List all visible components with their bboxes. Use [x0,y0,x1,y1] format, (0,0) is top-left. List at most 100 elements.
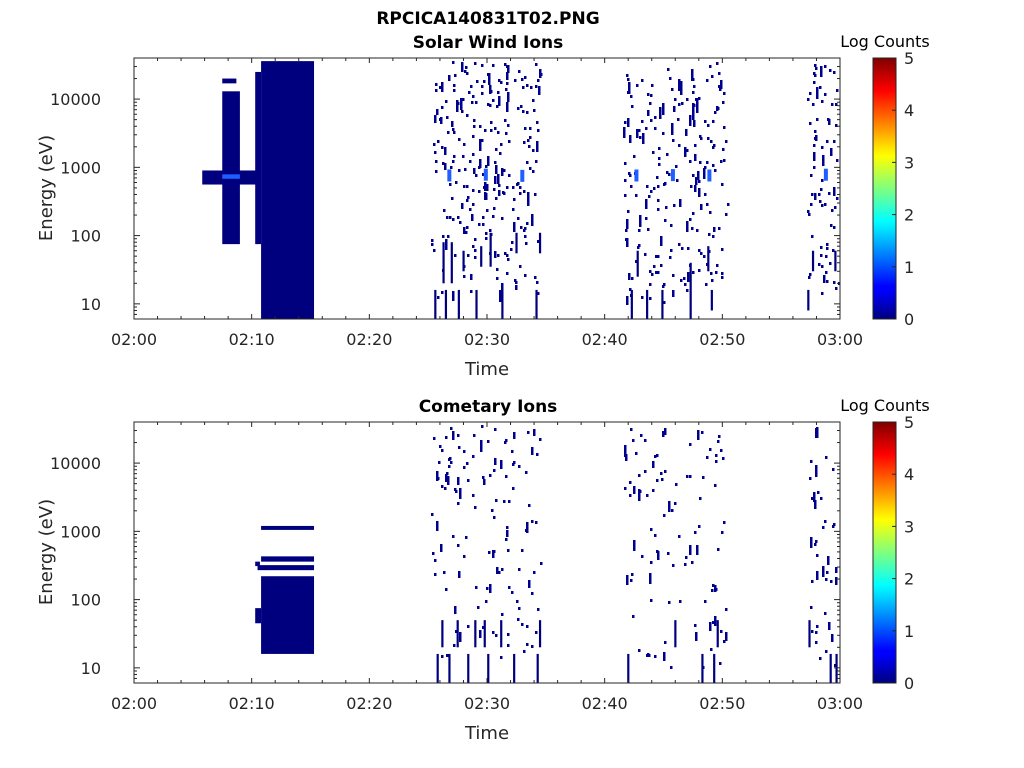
count-pixel [457,102,460,105]
count-pixel [696,545,699,555]
count-streak [513,653,516,683]
count-pixel [810,203,813,206]
colorbar-tick-label: 4 [904,101,914,120]
count-pixel [472,135,475,138]
colorbar-tick-label: 5 [904,49,914,68]
count-pixel [642,133,645,144]
count-pixel [518,465,521,468]
count-pixel [495,499,498,502]
count-pixel [527,192,530,195]
count-pixel [723,159,726,162]
count-pixel [637,246,640,249]
count-pixel [524,274,527,277]
count-pixel [454,488,457,491]
count-pixel [450,427,453,430]
count-pixel [458,571,461,578]
count-peak [520,169,525,182]
count-pixel [821,265,824,268]
count-pixel [816,625,819,628]
count-pixel [717,548,720,551]
count-pixel [649,283,652,286]
count-pixel [434,573,437,576]
count-pixel [666,153,669,156]
count-peak [483,168,488,181]
count-pixel [518,568,521,571]
count-pixel [822,526,825,529]
count-pixel [813,144,816,147]
colorbar [872,421,897,684]
panel-cometary: Cometary Ions 02:00 02:10 02:20 02:30 02:40 0… [36,396,930,744]
count-pixel [664,219,667,222]
count-pixel [506,272,509,275]
panel-title: Cometary Ions [419,397,558,417]
count-pixel [445,239,448,250]
count-streak [646,289,649,319]
x-tick-label: 02:40 [582,694,628,713]
count-pixel [658,157,661,160]
count-pixel [457,502,460,505]
count-pixel [466,185,469,188]
count-pixel [638,649,641,652]
count-pixel [626,219,629,229]
count-pixel [513,432,516,439]
count-pixel [832,525,835,528]
count-pixel [684,147,687,157]
count-pixel [827,556,830,565]
count-pixel [540,562,543,565]
count-pixel [526,161,529,164]
count-pixel [435,170,438,173]
count-streak [480,246,483,267]
count-pixel [465,66,468,69]
count-pixel [813,166,816,169]
count-pixel [672,139,675,142]
count-pixel [520,226,523,229]
count-pixel [512,463,515,466]
count-pixel [835,103,838,106]
count-pixel [472,153,475,156]
count-pixel [519,186,522,189]
count-pixel [494,127,497,130]
count-pixel [521,78,524,81]
count-pixel [662,431,665,437]
count-pixel [485,232,488,235]
count-pixel [537,292,540,295]
count-pixel [450,166,453,169]
count-block [222,78,237,84]
count-pixel [488,551,491,554]
count-peak [670,169,675,182]
count-pixel [536,141,539,152]
count-pixel [513,198,516,201]
count-pixel [650,599,653,602]
count-pixel [535,85,538,88]
count-pixel [500,656,503,659]
count-pixel [449,216,452,219]
count-pixel [475,174,478,177]
count-pixel [533,429,536,436]
count-pixel [815,67,818,70]
count-pixel [627,118,630,121]
count-pixel [448,75,451,81]
colorbar-ticks: 0 1 2 3 4 5 [892,413,914,693]
count-pixel [686,221,689,232]
count-pixel [445,474,448,482]
count-pixel [624,121,627,124]
count-pixel [495,197,498,200]
count-pixel [650,94,653,97]
count-pixel [821,179,824,182]
count-pixel [674,502,677,505]
colorbar-tick-label: 1 [904,258,914,277]
count-streak [450,242,453,284]
count-pixel [809,273,812,276]
count-pixel [512,186,515,189]
count-pixel [514,279,517,282]
x-tick-label: 03:00 [817,694,863,713]
count-pixel [486,587,489,590]
count-pixel [453,84,456,87]
count-pixel [628,172,631,175]
count-pixel [815,540,818,543]
count-pixel [452,291,455,301]
count-pixel [833,187,836,196]
count-pixel [505,475,508,478]
count-pixel [470,85,473,88]
